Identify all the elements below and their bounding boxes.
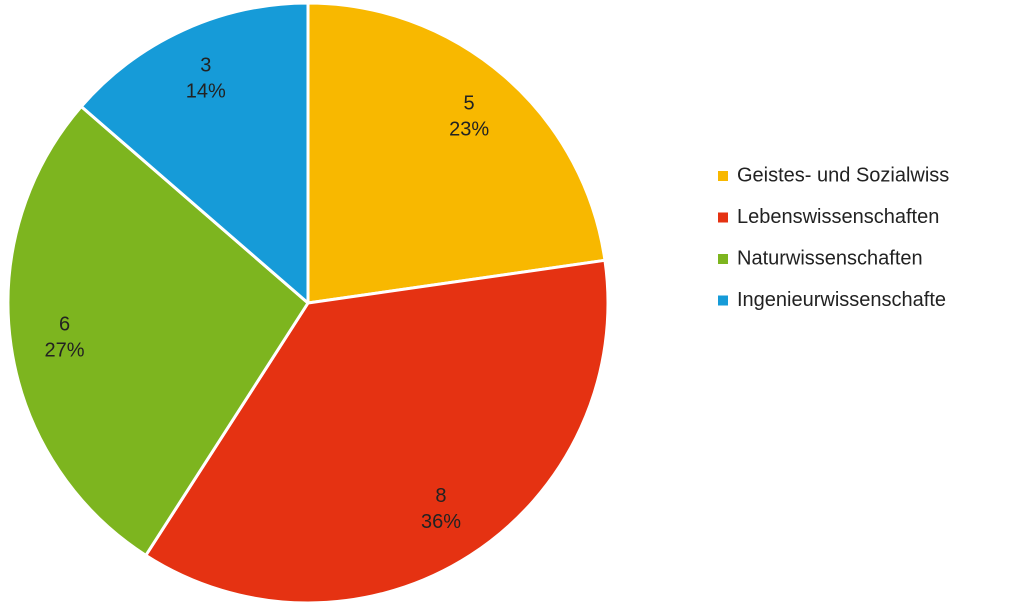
legend-label: Ingenieurwissenschafte bbox=[737, 289, 946, 311]
pie-slice bbox=[306, 1, 607, 305]
data-label: 8 bbox=[435, 485, 446, 507]
legend-swatch bbox=[718, 254, 728, 264]
data-label: 5 bbox=[464, 92, 475, 114]
percentage-label: 27% bbox=[44, 339, 84, 361]
pie-slice bbox=[79, 1, 310, 305]
legend-swatch bbox=[718, 212, 728, 223]
percentage-label: 36% bbox=[421, 511, 461, 533]
legend-swatch bbox=[718, 295, 728, 306]
percentage-label: 14% bbox=[186, 81, 226, 103]
data-label: 3 bbox=[200, 55, 211, 77]
legend-label: Geistes- und Sozialwiss bbox=[737, 164, 949, 186]
legend-swatch bbox=[718, 171, 728, 181]
percentage-label: 23% bbox=[449, 118, 489, 140]
pie-slice bbox=[6, 105, 310, 557]
legend-label: Lebenswissenschaften bbox=[737, 206, 939, 228]
data-label: 6 bbox=[59, 313, 70, 335]
pie-slice bbox=[144, 258, 610, 603]
legend-label: Naturwissenschaften bbox=[737, 247, 923, 269]
